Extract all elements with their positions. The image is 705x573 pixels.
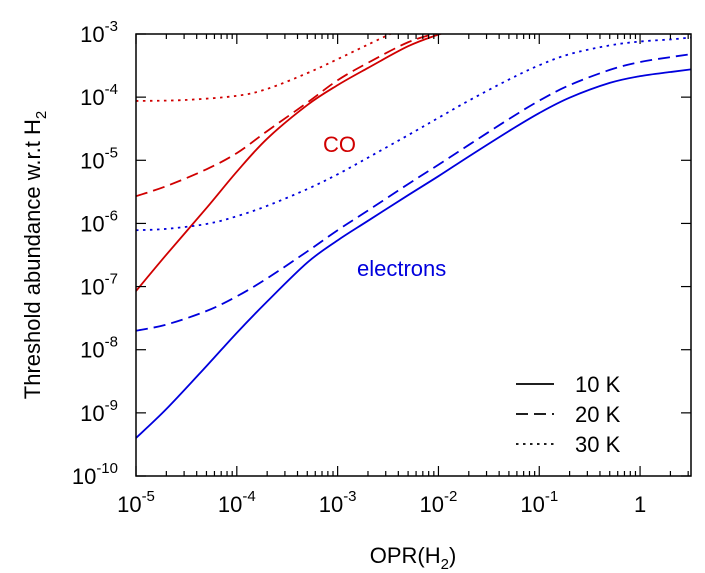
- y-tick-label: 10-7: [80, 271, 118, 300]
- y-tick-label: 10-4: [80, 81, 118, 110]
- x-axis-title: OPR(H2): [370, 543, 457, 573]
- y-axis-title: Threshold abundance w.r.t H2: [20, 111, 50, 399]
- y-tick-label: 10-8: [80, 334, 118, 363]
- y-tick-label: 10-10: [72, 460, 118, 489]
- legend-label: 20 K: [575, 402, 621, 427]
- x-tick-label: 10-1: [520, 488, 558, 517]
- y-tick-label: 10-9: [80, 397, 118, 426]
- x-axis-title-sub: 2: [441, 556, 449, 573]
- series-co-20k: [136, 34, 438, 198]
- legend: 10 K 20 K 30 K: [516, 372, 621, 457]
- legend-label: 30 K: [575, 432, 621, 457]
- annotation-electrons: electrons: [357, 256, 446, 281]
- series-electrons-10k: [136, 68, 691, 439]
- series-electrons-30k: [136, 36, 691, 232]
- y-tick-label: 10-6: [80, 207, 118, 236]
- tick-layer: [135, 33, 691, 477]
- x-tick-label: 10-2: [420, 488, 458, 517]
- x-tick-label: 10-4: [218, 488, 256, 517]
- tick-label-layer: 10-5 10-4 10-3 10-2 10-1 1 10-10 10-9 10-8 10-7 10…: [72, 18, 646, 517]
- y-tick-label: 10-3: [80, 18, 118, 47]
- series-layer: [136, 34, 691, 439]
- x-axis-title-tail: ): [449, 543, 456, 568]
- x-tick-label: 1: [634, 492, 646, 517]
- series-electrons-20k: [136, 53, 691, 332]
- x-tick-label: 10-5: [117, 488, 155, 517]
- annotation-co: CO: [323, 132, 356, 157]
- series-co-30k: [136, 34, 393, 102]
- plot-frame: [135, 33, 692, 477]
- y-axis-title-sub: 2: [33, 111, 50, 119]
- legend-label: 10 K: [575, 372, 621, 397]
- y-tick-label: 10-5: [80, 144, 118, 173]
- y-axis-title-base: Threshold abundance w.r.t H: [20, 119, 45, 399]
- series-co-10k: [136, 34, 443, 292]
- x-tick-label: 10-3: [319, 488, 357, 517]
- x-axis-title-base: OPR(H: [370, 543, 441, 568]
